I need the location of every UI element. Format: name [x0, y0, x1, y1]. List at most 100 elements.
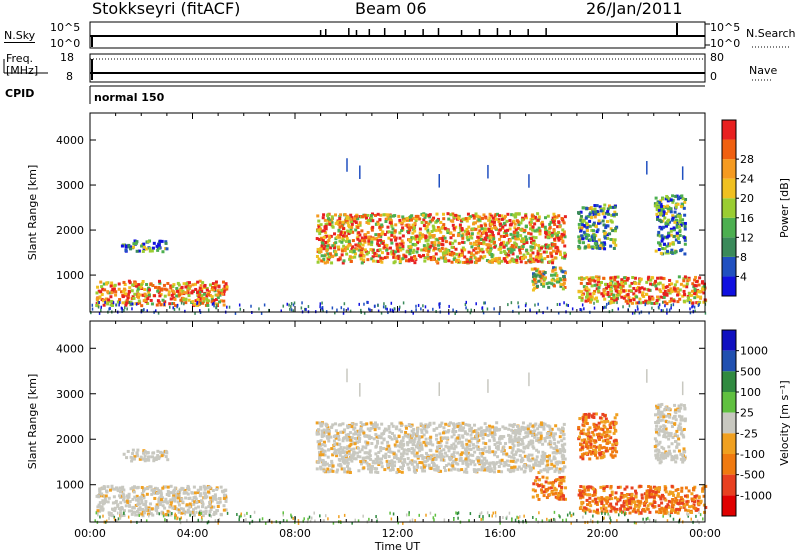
- echo-cell: [328, 222, 332, 226]
- echo-cell: [157, 311, 160, 315]
- echo-cell: [319, 223, 323, 227]
- echo-cell: [444, 257, 448, 261]
- echo-cell: [97, 503, 101, 507]
- echo-cell: [408, 258, 412, 262]
- echo-cell: [593, 235, 597, 239]
- echo-cell: [505, 233, 509, 237]
- echo-cell: [258, 307, 260, 311]
- echo-cell: [461, 240, 465, 244]
- echo-cell: [146, 451, 150, 455]
- echo-cell: [428, 246, 432, 250]
- echo-cell: [542, 272, 546, 276]
- echo-cell: [469, 447, 473, 451]
- echo-cell: [224, 499, 228, 503]
- echo-cell: [638, 501, 642, 505]
- echo-cell: [477, 427, 481, 431]
- echo-cell: [379, 460, 383, 464]
- echo-cell: [136, 448, 140, 452]
- echo-cell: [597, 219, 601, 223]
- echo-cell: [126, 293, 130, 297]
- echo-cell: [186, 291, 190, 295]
- echo-cell: [580, 494, 584, 498]
- echo-cell: [198, 291, 202, 295]
- echo-cell: [557, 492, 561, 496]
- echo-cell: [550, 462, 554, 466]
- echo-cell: [335, 235, 339, 239]
- echo-cell: [439, 449, 443, 453]
- echo-cell: [543, 225, 547, 229]
- echo-cell: [191, 283, 195, 287]
- echo-cell: [476, 456, 480, 460]
- echo-cell: [138, 301, 142, 305]
- echo-cell: [477, 246, 481, 250]
- echo-cell: [349, 259, 353, 263]
- echo-cell: [532, 241, 536, 245]
- echo-cell: [485, 428, 489, 432]
- echo-cell: [316, 250, 320, 254]
- echo-cell: [213, 494, 217, 498]
- echo-cell: [398, 243, 402, 247]
- echo-cell: [648, 502, 652, 506]
- echo-cell: [636, 301, 640, 305]
- echo-cell: [561, 449, 565, 453]
- echo-cell: [559, 489, 563, 493]
- echo-cell: [172, 306, 174, 310]
- echo-cell: [115, 486, 119, 490]
- echo-cell: [379, 213, 383, 217]
- echo-cell: [479, 249, 483, 253]
- echo-cell: [499, 241, 503, 245]
- echo-cell: [514, 215, 518, 219]
- echo-cell: [560, 237, 564, 241]
- echo-cell: [234, 311, 237, 315]
- echo-cell: [424, 249, 428, 253]
- echo-cell: [644, 303, 646, 307]
- echo-cell: [411, 443, 415, 447]
- echo-cell: [481, 462, 485, 466]
- echo-cell: [330, 218, 334, 222]
- echo-cell: [466, 451, 470, 455]
- echo-cell: [514, 452, 518, 456]
- echo-cell: [118, 303, 120, 307]
- echo-cell: [346, 464, 350, 468]
- echo-cell: [552, 464, 556, 468]
- echo-cell: [516, 448, 520, 452]
- echo-cell: [213, 301, 215, 305]
- echo-cell: [485, 426, 489, 430]
- echo-cell: [469, 440, 473, 444]
- echo-cell: [127, 279, 131, 283]
- echo-cell: [343, 249, 347, 253]
- echo-cell: [467, 225, 471, 229]
- echo-cell: [607, 504, 611, 508]
- echo-cell: [472, 429, 476, 433]
- echo-cell: [500, 217, 504, 221]
- echo-cell: [614, 243, 618, 247]
- echo-cell: [451, 233, 455, 237]
- echo-cell: [467, 232, 471, 236]
- echo-cell: [152, 459, 156, 463]
- echo-cell: [338, 235, 342, 239]
- echo-cell: [120, 513, 124, 517]
- echo-cell: [213, 304, 215, 308]
- echo-cell: [659, 251, 663, 255]
- echo-cell: [377, 426, 381, 430]
- echo-cell: [320, 259, 324, 263]
- echo-cell: [625, 278, 629, 282]
- echo-cell: [150, 302, 154, 306]
- echo-cell: [359, 257, 363, 261]
- echo-cell: [480, 429, 484, 433]
- y-axis-label: Slant Range [km]: [26, 165, 39, 261]
- echo-cell: [337, 434, 341, 438]
- echo-cell: [547, 442, 551, 446]
- echo-cell: [560, 485, 564, 489]
- echo-cell: [317, 238, 321, 242]
- echo-cell: [509, 250, 513, 254]
- echo-cell: [177, 293, 181, 297]
- echo-cell: [553, 223, 557, 227]
- echo-cell: [605, 220, 609, 224]
- echo-cell: [330, 459, 334, 463]
- echo-cell: [409, 424, 413, 428]
- echo-cell: [184, 298, 188, 302]
- echo-cell: [217, 291, 221, 295]
- echo-cell: [458, 253, 462, 257]
- echo-cell: [554, 468, 558, 472]
